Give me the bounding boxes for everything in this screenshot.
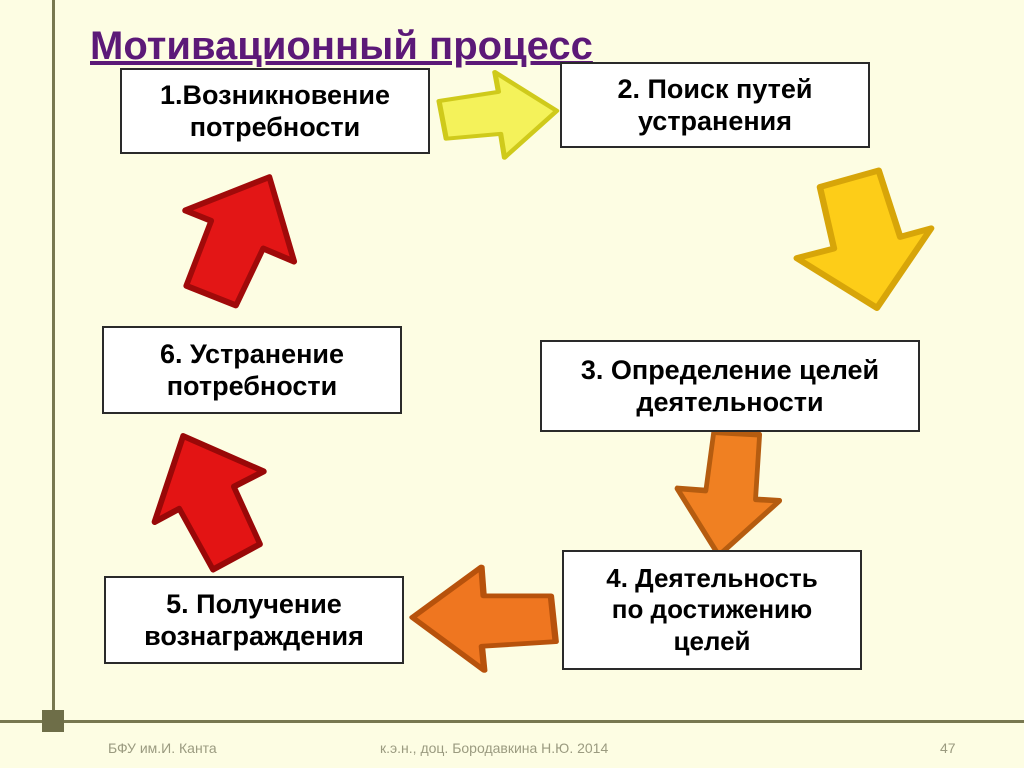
footer-center: к.э.н., доц. Бородавкина Н.Ю. 2014 <box>380 740 608 756</box>
arrow-a1 <box>429 61 564 168</box>
decor-square <box>42 710 64 732</box>
decor-vertical-line <box>52 0 55 720</box>
box-step4: 4. Деятельность по достижению целей <box>562 550 862 670</box>
box-label: 3. Определение целей деятельности <box>581 354 879 419</box>
arrow-a5 <box>116 404 302 596</box>
box-step2: 2. Поиск путей устранения <box>560 62 870 148</box>
box-label: 4. Деятельность по достижению целей <box>606 563 818 657</box>
slide: Мотивационный процесс 1.Возникновение по… <box>0 0 1024 768</box>
box-step5: 5. Получение вознаграждения <box>104 576 404 664</box>
footer-page: 47 <box>940 740 956 756</box>
box-step1: 1.Возникновение потребности <box>120 68 430 154</box>
box-label: 6. Устранение потребности <box>160 338 344 403</box>
decor-horizontal-line <box>0 720 1024 723</box>
box-step3: 3. Определение целей деятельности <box>540 340 920 432</box>
box-label: 2. Поиск путей устранения <box>617 73 812 138</box>
arrow-a4 <box>404 557 568 683</box>
arrow-a3 <box>659 413 801 572</box>
box-step6: 6. Устранение потребности <box>102 326 402 414</box>
box-label: 1.Возникновение потребности <box>160 79 390 144</box>
box-label: 5. Получение вознаграждения <box>144 588 364 653</box>
arrow-a2 <box>773 152 957 328</box>
footer-left: БФУ им.И. Канта <box>108 740 217 756</box>
arrow-a6 <box>140 139 334 337</box>
